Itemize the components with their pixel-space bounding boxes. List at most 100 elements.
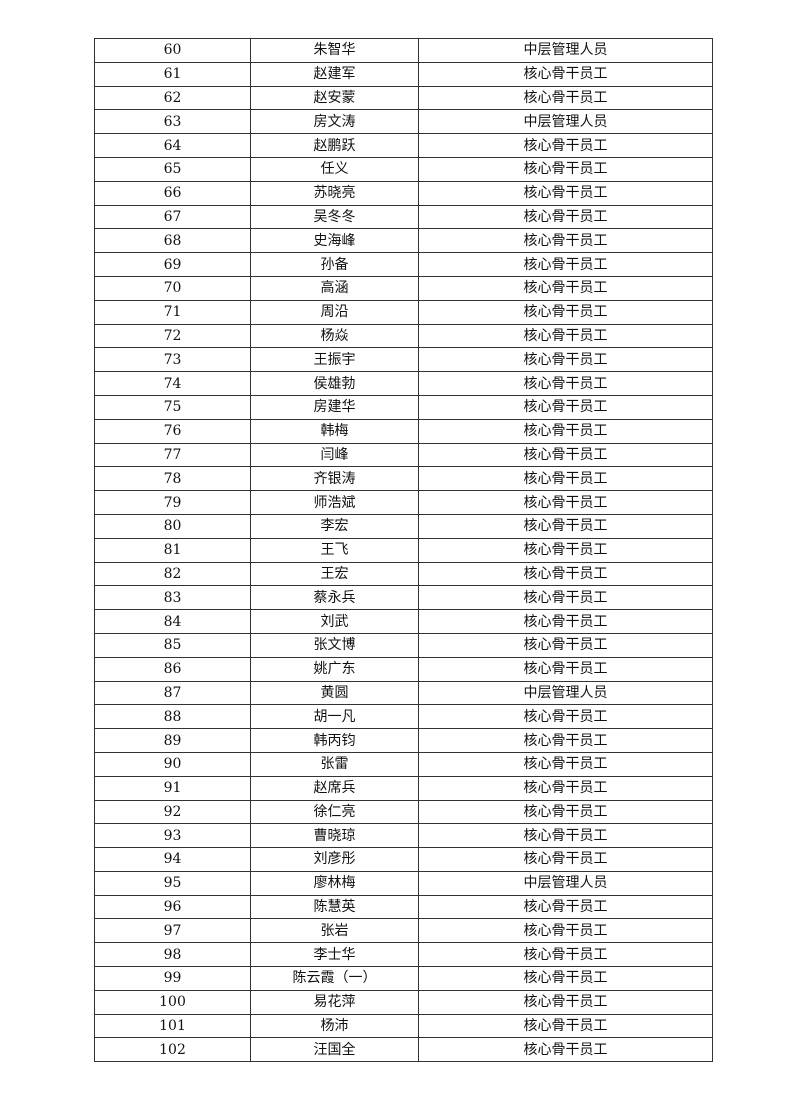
table-row: 78 齐银涛 核心骨干员工 bbox=[94, 466, 713, 492]
employee-role: 核心骨干员工 bbox=[418, 918, 713, 944]
employee-name: 陈慧英 bbox=[250, 894, 419, 920]
table-row: 63 房文涛 中层管理人员 bbox=[94, 109, 713, 135]
table-row: 80 李宏 核心骨干员工 bbox=[94, 513, 713, 539]
table-row: 62 赵安蒙 核心骨干员工 bbox=[94, 85, 713, 111]
employee-name: 韩梅 bbox=[250, 418, 419, 444]
employee-name: 张岩 bbox=[250, 918, 419, 944]
table-row: 81 王飞 核心骨干员工 bbox=[94, 537, 713, 563]
row-number: 66 bbox=[94, 180, 251, 206]
row-number: 94 bbox=[94, 847, 251, 872]
employee-name: 徐仁亮 bbox=[250, 799, 419, 825]
employee-role: 核心骨干员工 bbox=[418, 347, 713, 373]
table-row: 66 苏晓亮 核心骨干员工 bbox=[94, 180, 713, 206]
table-row: 64 赵鹏跃 核心骨干员工 bbox=[94, 133, 713, 158]
employee-name: 易花萍 bbox=[250, 989, 419, 1015]
employee-name: 陈云霞（一） bbox=[250, 966, 419, 991]
employee-role: 核心骨干员工 bbox=[418, 252, 713, 277]
table-row: 99 陈云霞（一） 核心骨干员工 bbox=[94, 966, 713, 991]
table-row: 79 师浩斌 核心骨干员工 bbox=[94, 490, 713, 515]
table-row: 83 蔡永兵 核心骨干员工 bbox=[94, 585, 713, 611]
employee-name: 蔡永兵 bbox=[250, 585, 419, 611]
row-number: 90 bbox=[94, 751, 251, 777]
table-row: 67 吴冬冬 核心骨干员工 bbox=[94, 204, 713, 230]
employee-role: 核心骨干员工 bbox=[418, 466, 713, 492]
table-row: 84 刘武 核心骨干员工 bbox=[94, 609, 713, 634]
table-row: 77 闫峰 核心骨干员工 bbox=[94, 442, 713, 468]
row-number: 63 bbox=[94, 109, 251, 135]
employee-name: 黄圆 bbox=[250, 680, 419, 706]
table-row: 74 侯雄勃 核心骨干员工 bbox=[94, 371, 713, 396]
table-body: 60 朱智华 中层管理人员 61 赵建军 核心骨干员工 62 赵安蒙 核心骨干员工 63 房文涛 中层… bbox=[94, 38, 713, 1063]
table-row: 65 任义 核心骨干员工 bbox=[94, 156, 713, 182]
employee-name: 房文涛 bbox=[250, 109, 419, 135]
row-number: 88 bbox=[94, 704, 251, 730]
employee-role: 核心骨干员工 bbox=[418, 1037, 713, 1063]
employee-role: 核心骨干员工 bbox=[418, 989, 713, 1015]
row-number: 74 bbox=[94, 371, 251, 396]
employee-role: 核心骨干员工 bbox=[418, 966, 713, 991]
row-number: 71 bbox=[94, 299, 251, 325]
table-row: 89 韩丙钧 核心骨干员工 bbox=[94, 728, 713, 753]
employee-name: 刘彦彤 bbox=[250, 847, 419, 872]
employee-role: 核心骨干员工 bbox=[418, 561, 713, 587]
row-number: 68 bbox=[94, 228, 251, 254]
row-number: 75 bbox=[94, 394, 251, 420]
employee-role: 核心骨干员工 bbox=[418, 442, 713, 468]
employee-name: 吴冬冬 bbox=[250, 204, 419, 230]
employee-name: 杨沛 bbox=[250, 1013, 419, 1039]
employee-role: 核心骨干员工 bbox=[418, 180, 713, 206]
employee-role: 核心骨干员工 bbox=[418, 537, 713, 563]
employee-role: 核心骨干员工 bbox=[418, 228, 713, 254]
row-number: 97 bbox=[94, 918, 251, 944]
employee-name: 张雷 bbox=[250, 751, 419, 777]
employee-role: 核心骨干员工 bbox=[418, 490, 713, 515]
table-row: 93 曹晓琼 核心骨干员工 bbox=[94, 823, 713, 849]
employee-name: 曹晓琼 bbox=[250, 823, 419, 849]
table-row: 69 孙备 核心骨干员工 bbox=[94, 252, 713, 277]
employee-table: 60 朱智华 中层管理人员 61 赵建军 核心骨干员工 62 赵安蒙 核心骨干员工 63 房文涛 中层… bbox=[94, 38, 713, 1063]
employee-role: 核心骨干员工 bbox=[418, 823, 713, 849]
employee-name: 侯雄勃 bbox=[250, 371, 419, 396]
employee-role: 中层管理人员 bbox=[418, 680, 713, 706]
table-row: 87 黄圆 中层管理人员 bbox=[94, 680, 713, 706]
row-number: 69 bbox=[94, 252, 251, 277]
row-number: 101 bbox=[94, 1013, 251, 1039]
table-row: 96 陈慧英 核心骨干员工 bbox=[94, 894, 713, 920]
row-number: 82 bbox=[94, 561, 251, 587]
table-row: 86 姚广东 核心骨干员工 bbox=[94, 656, 713, 682]
row-number: 80 bbox=[94, 513, 251, 539]
row-number: 96 bbox=[94, 894, 251, 920]
employee-role: 中层管理人员 bbox=[418, 870, 713, 896]
row-number: 81 bbox=[94, 537, 251, 563]
employee-role: 核心骨干员工 bbox=[418, 156, 713, 182]
employee-role: 核心骨干员工 bbox=[418, 61, 713, 87]
employee-role: 核心骨干员工 bbox=[418, 371, 713, 396]
row-number: 67 bbox=[94, 204, 251, 230]
employee-role: 核心骨干员工 bbox=[418, 204, 713, 230]
row-number: 78 bbox=[94, 466, 251, 492]
employee-role: 核心骨干员工 bbox=[418, 418, 713, 444]
row-number: 72 bbox=[94, 323, 251, 349]
table-row: 68 史海峰 核心骨干员工 bbox=[94, 228, 713, 254]
employee-name: 李宏 bbox=[250, 513, 419, 539]
employee-name: 王宏 bbox=[250, 561, 419, 587]
employee-name: 王振宇 bbox=[250, 347, 419, 373]
employee-role: 核心骨干员工 bbox=[418, 394, 713, 420]
table-row: 85 张文博 核心骨干员工 bbox=[94, 632, 713, 658]
row-number: 61 bbox=[94, 61, 251, 87]
row-number: 93 bbox=[94, 823, 251, 849]
employee-name: 姚广东 bbox=[250, 656, 419, 682]
employee-role: 核心骨干员工 bbox=[418, 323, 713, 349]
table-row: 94 刘彦彤 核心骨干员工 bbox=[94, 847, 713, 872]
employee-role: 核心骨干员工 bbox=[418, 704, 713, 730]
employee-role: 核心骨干员工 bbox=[418, 656, 713, 682]
row-number: 83 bbox=[94, 585, 251, 611]
row-number: 87 bbox=[94, 680, 251, 706]
row-number: 84 bbox=[94, 609, 251, 634]
table-row: 60 朱智华 中层管理人员 bbox=[94, 38, 713, 63]
employee-name: 李士华 bbox=[250, 942, 419, 968]
employee-role: 核心骨干员工 bbox=[418, 275, 713, 301]
employee-name: 孙备 bbox=[250, 252, 419, 277]
row-number: 99 bbox=[94, 966, 251, 991]
employee-role: 核心骨干员工 bbox=[418, 751, 713, 777]
